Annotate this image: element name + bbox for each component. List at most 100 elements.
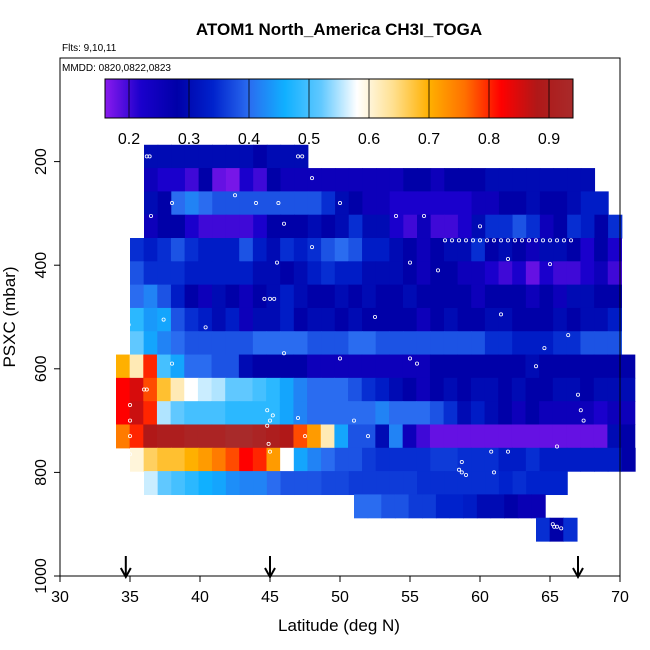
x-axis: 30 35 40 45 50 55 60 65 70	[51, 576, 629, 606]
sample-point	[505, 449, 510, 454]
heatmap-cell	[457, 191, 473, 216]
sample-point	[498, 238, 503, 243]
heatmap-cell	[239, 238, 254, 262]
heatmap-cell	[170, 354, 185, 379]
heatmap-cell	[361, 354, 376, 379]
heatmap-cell	[143, 377, 158, 402]
heatmap-cell	[321, 447, 336, 472]
heatmap-cell	[211, 424, 226, 449]
heatmap-cell	[198, 214, 213, 239]
heatmap-cell	[143, 261, 158, 286]
sample-point	[463, 238, 468, 243]
heatmap-cell	[553, 471, 568, 496]
heatmap-cell	[157, 214, 172, 239]
sample-point	[161, 317, 166, 322]
sample-point	[569, 238, 574, 243]
heatmap-cell	[566, 261, 582, 286]
heatmap-cell	[116, 424, 131, 449]
heatmap-cell	[389, 307, 404, 332]
heatmap-cell	[444, 191, 459, 216]
heatmap-cell	[348, 331, 363, 356]
heatmap-cell	[307, 424, 322, 449]
heatmap-cell	[239, 214, 254, 239]
heatmap-cell	[157, 191, 172, 216]
heatmap-cell	[376, 168, 391, 192]
heatmap-cell	[212, 471, 227, 496]
heatmap-cell	[552, 377, 568, 402]
y-axis-title: PSXC (mbar)	[0, 266, 19, 367]
heatmap-cell	[198, 238, 213, 262]
heatmap-cell	[156, 377, 172, 402]
heatmap-cell	[280, 238, 295, 262]
sample-point	[505, 238, 510, 243]
heatmap-cell	[157, 471, 172, 496]
heatmap-cell	[580, 168, 596, 192]
heatmap-cell	[252, 261, 268, 286]
heatmap-cell	[484, 377, 499, 402]
heatmap-cell	[252, 354, 267, 379]
heatmap-cell	[470, 354, 486, 379]
heatmap-cell	[416, 447, 431, 472]
heatmap-cell	[307, 168, 323, 192]
sample-point	[559, 526, 564, 531]
heatmap-cell	[335, 471, 350, 496]
heatmap-cell	[239, 168, 254, 192]
heatmap-cell	[512, 168, 527, 192]
heatmap-cell	[580, 238, 595, 262]
heatmap-cell	[266, 214, 282, 239]
heatmap-cell	[280, 307, 295, 332]
heatmap-cell	[607, 354, 622, 379]
heatmap-cell	[280, 261, 295, 286]
heatmap-cell	[512, 261, 527, 286]
heatmap-cell	[389, 447, 404, 472]
dates-note: MMDD: 0820,0822,0823	[62, 63, 171, 74]
heatmap-cell	[607, 377, 622, 402]
y-tick-label: 400	[33, 252, 50, 279]
heatmap-cell	[593, 424, 608, 449]
heatmap-cell	[511, 401, 527, 426]
heatmap-cell	[279, 424, 295, 449]
sample-points	[126, 154, 586, 531]
heatmap-cell	[198, 471, 213, 496]
heatmap-cell	[252, 238, 268, 262]
x-tick-label: 35	[121, 589, 139, 606]
heatmap-cell	[621, 377, 636, 402]
heatmap-cell	[553, 447, 568, 472]
heatmap-cell	[184, 331, 199, 356]
heatmap-cell	[430, 238, 445, 262]
heatmap-cell	[184, 144, 200, 169]
heatmap-cell	[211, 377, 226, 402]
y-tick-label: 600	[33, 355, 50, 382]
heatmap-cell	[211, 331, 227, 356]
heatmap-cell	[608, 214, 623, 239]
heatmap-cell	[416, 261, 431, 286]
heatmap-cell	[485, 471, 500, 496]
heatmap-cell	[266, 238, 281, 262]
heatmap-cell	[457, 238, 472, 262]
sample-point	[527, 238, 532, 243]
heatmap-cell	[539, 424, 554, 449]
sample-point	[309, 245, 314, 250]
heatmap-cell	[553, 331, 568, 356]
heatmap-cell	[553, 238, 568, 262]
heatmap-cell	[184, 214, 200, 239]
heatmap-cell	[525, 354, 540, 379]
heatmap-cell	[607, 401, 622, 426]
heatmap-cell	[321, 331, 336, 356]
heatmap-cell	[512, 238, 527, 262]
heatmap-cell	[566, 284, 582, 309]
heatmap-cell	[471, 238, 486, 262]
heatmap-cell	[580, 354, 595, 379]
heatmap-cell	[239, 471, 254, 496]
heatmap-cell	[580, 261, 595, 286]
heatmap-cell	[553, 284, 568, 309]
heatmap-cell	[443, 284, 459, 309]
sample-point	[552, 524, 557, 529]
heatmap-cell	[198, 168, 213, 192]
heatmap-cell	[293, 238, 309, 262]
sample-point	[477, 224, 482, 229]
heatmap-cell	[130, 307, 145, 332]
heatmap-cell	[143, 331, 158, 356]
heatmap-cell	[375, 447, 390, 472]
heatmap-cell	[321, 307, 336, 332]
